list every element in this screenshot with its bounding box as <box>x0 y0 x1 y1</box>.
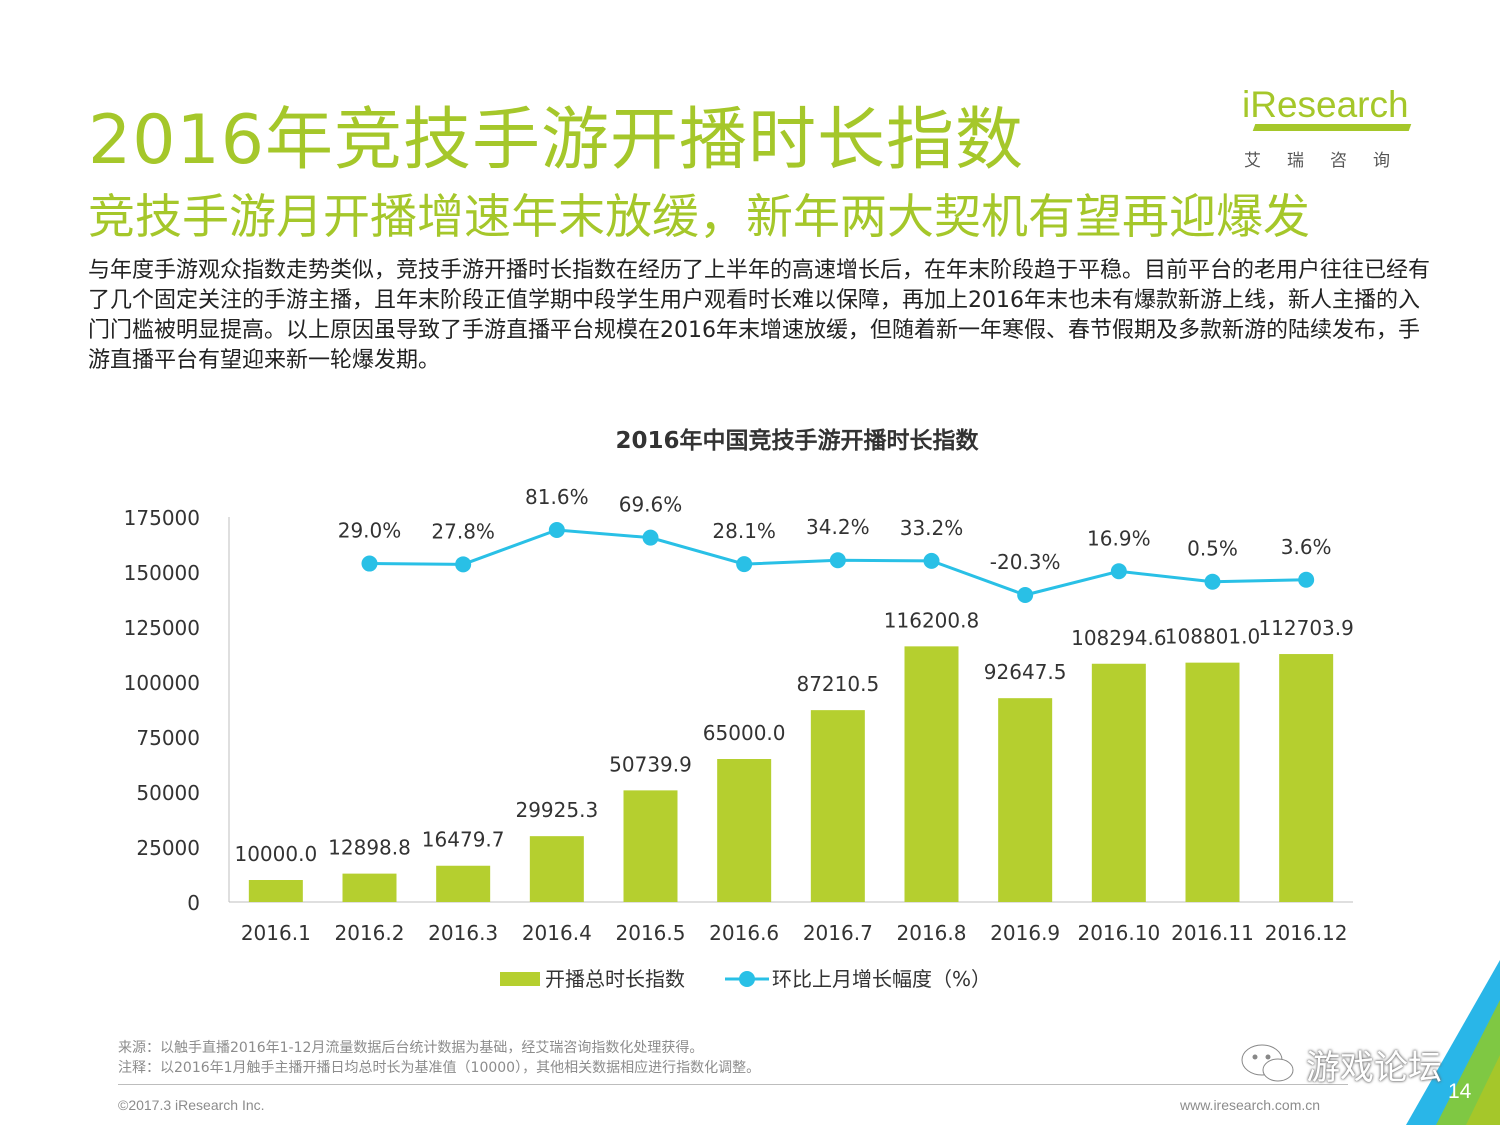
legend-bar-label: 开播总时长指数 <box>545 967 685 991</box>
footer-divider <box>118 1084 1348 1085</box>
duration-index-chart: 2016年中国竞技手游开播时长指数 0 25000 50000 75000 100000… <box>124 427 1354 991</box>
bar-data-label: 87210.5 <box>796 672 879 696</box>
growth-point <box>642 529 659 546</box>
growth-point <box>1204 573 1221 590</box>
growth-point <box>1017 587 1034 603</box>
bar <box>529 836 584 902</box>
growth-point <box>361 555 378 572</box>
y-tick-label: 75000 <box>136 726 200 750</box>
logo-brand: iResearch <box>1242 84 1409 125</box>
x-tick-label: 2016.3 <box>428 921 498 945</box>
growth-data-label: 0.5% <box>1187 537 1238 561</box>
bar-data-label: 12898.8 <box>328 836 411 860</box>
x-tick-label: 2016.6 <box>709 921 779 945</box>
y-tick-label: 125000 <box>124 616 200 640</box>
y-tick-label: 0 <box>187 891 200 915</box>
y-tick-label: 100000 <box>124 671 200 695</box>
website-link[interactable]: www.iresearch.com.cn <box>1180 1097 1321 1113</box>
page-subtitle: 竞技手游月开播增速年末放缓，新年两大契机有望再迎爆发 <box>88 190 1310 245</box>
growth-data-label: 28.1% <box>712 519 776 543</box>
growth-point <box>1110 563 1127 580</box>
growth-point <box>923 552 940 569</box>
y-tick-label: 50000 <box>136 781 200 805</box>
x-tick-label: 2016.1 <box>241 921 311 945</box>
x-tick-label: 2016.9 <box>990 921 1060 945</box>
growth-data-label: 3.6% <box>1281 535 1332 559</box>
bar <box>436 865 491 902</box>
legend-line-marker <box>739 971 755 987</box>
growth-point <box>1298 571 1315 588</box>
legend-line-label: 环比上月增长幅度（%） <box>772 967 991 991</box>
bar-data-label: 10000.0 <box>234 842 317 866</box>
bar <box>1091 663 1146 902</box>
bar-data-label: 116200.8 <box>884 608 979 632</box>
growth-point <box>455 556 472 573</box>
y-tick-label: 25000 <box>136 836 200 860</box>
x-tick-label: 2016.10 <box>1077 921 1160 945</box>
y-tick-label: 150000 <box>124 561 200 585</box>
watermark-text: 游戏论坛 <box>1306 1048 1442 1088</box>
bar <box>248 880 303 902</box>
bar <box>998 698 1053 902</box>
copyright: ©2017.3 iResearch Inc. <box>118 1097 265 1113</box>
growth-data-label: 16.9% <box>1087 526 1151 550</box>
chart-title: 2016年中国竞技手游开播时长指数 <box>615 427 979 454</box>
growth-data-label: 33.2% <box>900 516 964 540</box>
bar-data-label: 16479.7 <box>422 828 505 852</box>
x-tick-label: 2016.12 <box>1265 921 1348 945</box>
bar <box>623 790 678 902</box>
growth-point <box>829 552 846 569</box>
x-tick-label: 2016.11 <box>1171 921 1254 945</box>
summary-paragraph: 与年度手游观众指数走势类似，竞技手游开播时长指数在经历了上半年的高速增长后，在年… <box>88 258 1431 373</box>
legend-bar-swatch <box>500 972 540 986</box>
bar <box>717 759 772 902</box>
bar <box>810 710 865 902</box>
remark-note: 注释：以2016年1月触手主播开播日均总时长为基准值（10000），其他相关数据… <box>118 1060 761 1076</box>
logo-chinese: 艾瑞咨询 <box>1244 151 1416 171</box>
x-tick-label: 2016.5 <box>616 921 686 945</box>
bar-data-label: 112703.9 <box>1258 616 1353 640</box>
bar <box>1185 662 1240 902</box>
bar <box>342 873 397 902</box>
x-tick-label: 2016.2 <box>335 921 405 945</box>
bar <box>904 646 959 902</box>
bar-data-label: 108294.6 <box>1071 626 1166 650</box>
page-title: 2016年竞技手游开播时长指数 <box>88 101 1025 180</box>
growth-data-label: 29.0% <box>338 519 402 543</box>
watermark: 游戏论坛 <box>1238 1038 1458 1088</box>
bar-data-label: 29925.3 <box>515 798 598 822</box>
bar-data-label: 50739.9 <box>609 752 692 776</box>
growth-data-label: 69.6% <box>619 493 683 517</box>
y-tick-label: 175000 <box>124 506 200 530</box>
x-tick-label: 2016.8 <box>897 921 967 945</box>
bar-data-label: 92647.5 <box>984 660 1067 684</box>
bar-data-label: 108801.0 <box>1165 625 1260 649</box>
source-note: 来源：以触手直播2016年1-12月流量数据后台统计数据为基础，经艾瑞咨询指数化… <box>118 1040 704 1056</box>
x-tick-label: 2016.7 <box>803 921 873 945</box>
growth-point <box>548 522 565 538</box>
page-number: 14 <box>1448 1080 1472 1103</box>
growth-data-label: 27.8% <box>431 519 495 543</box>
x-tick-label: 2016.4 <box>522 921 592 945</box>
bar-data-label: 65000.0 <box>703 721 786 745</box>
growth-data-label: 81.6% <box>525 485 589 509</box>
growth-point <box>736 556 753 573</box>
bar <box>1279 654 1334 902</box>
growth-data-label: -20.3% <box>990 550 1061 574</box>
growth-data-label: 34.2% <box>806 515 870 539</box>
wechat-icon <box>1240 1043 1294 1082</box>
corner-decoration <box>1406 960 1500 1125</box>
iresearch-logo: iResearch 艾瑞咨询 <box>1238 80 1428 171</box>
